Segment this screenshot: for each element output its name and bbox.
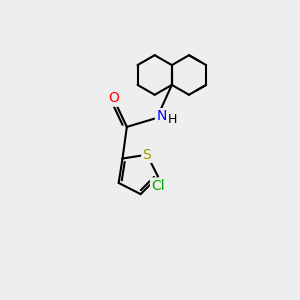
Text: H: H — [168, 113, 177, 126]
Text: O: O — [108, 92, 119, 105]
Text: S: S — [142, 148, 151, 162]
Text: N: N — [156, 110, 167, 123]
Text: Cl: Cl — [151, 179, 165, 193]
